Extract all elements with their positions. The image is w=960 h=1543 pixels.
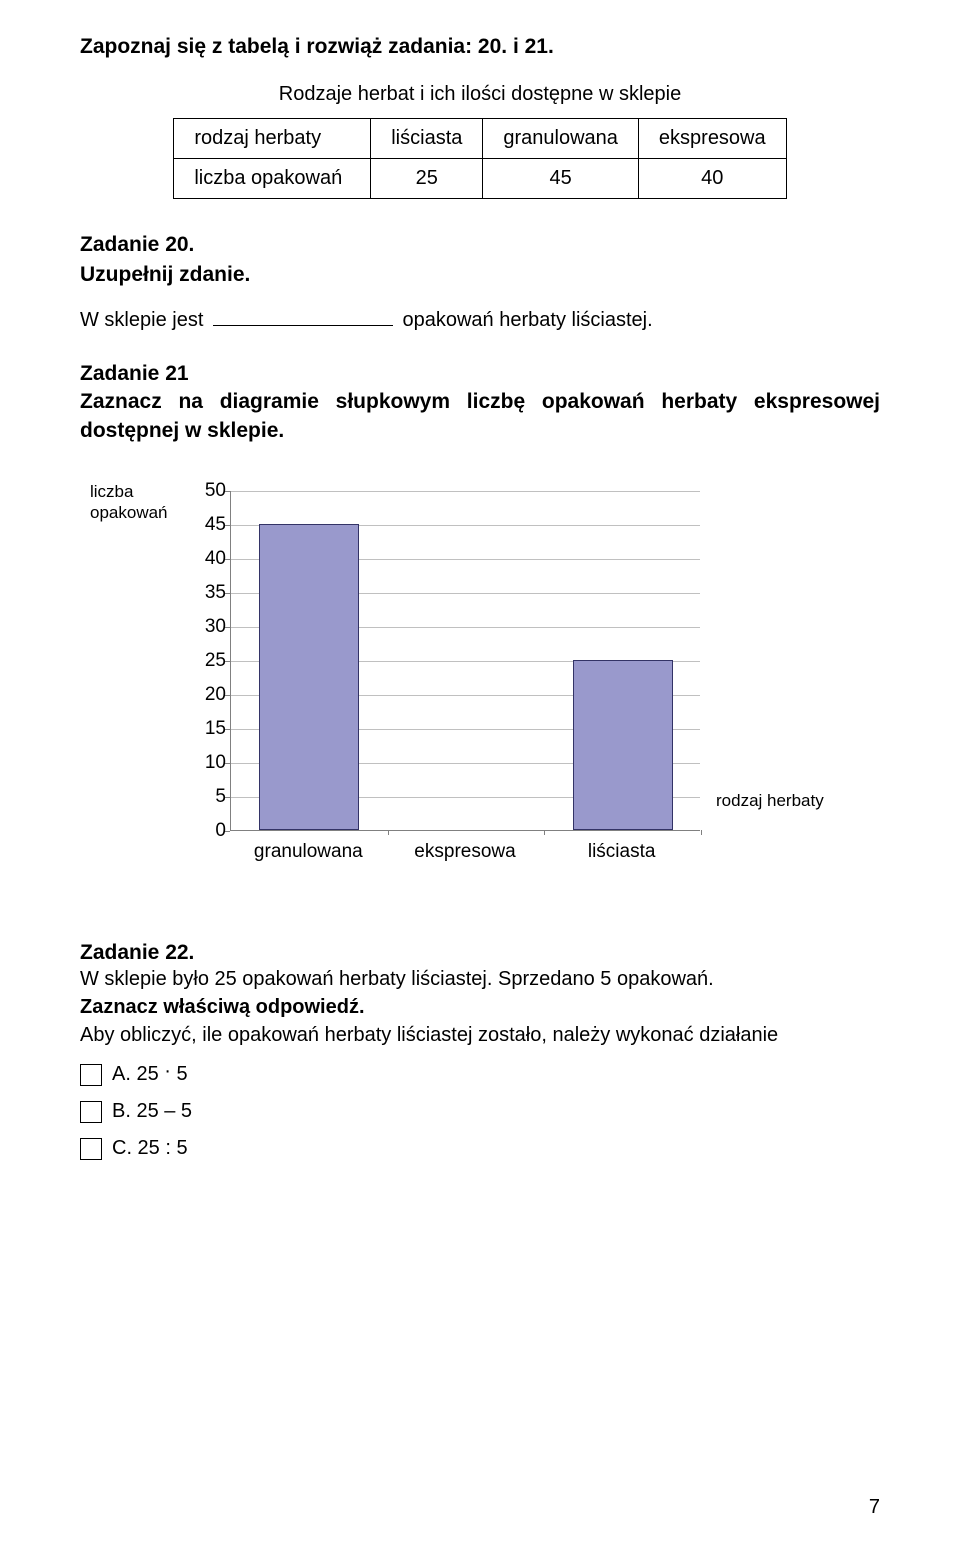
table-cell: liściasta <box>371 119 483 159</box>
table-cell: 45 <box>483 159 639 199</box>
opt-a-op: · <box>164 1060 171 1082</box>
y-tick-label: 50 <box>192 480 226 502</box>
table-cell: 40 <box>638 159 786 199</box>
checkbox-icon[interactable] <box>80 1064 102 1086</box>
task20-sub: Uzupełnij zdanie. <box>80 263 880 287</box>
row-label: liczba opakowań <box>174 159 371 199</box>
x-category-label: liściasta <box>588 841 656 863</box>
task22-line2: Zaznacz właściwą odpowiedź. <box>80 993 880 1021</box>
chart-plot-area <box>230 491 700 831</box>
y-tick-label: 10 <box>192 752 226 774</box>
gridline <box>231 491 700 492</box>
tea-table: rodzaj herbaty liściasta granulowana eks… <box>173 118 786 199</box>
checkbox-icon[interactable] <box>80 1138 102 1160</box>
opt-a-post: 5 <box>171 1063 188 1085</box>
y-tick-mark <box>225 525 230 526</box>
task22-block: Zadanie 22. W sklepie było 25 opakowań h… <box>80 941 880 1160</box>
y-tick-label: 45 <box>192 514 226 536</box>
y-tick-mark <box>225 831 230 832</box>
y-tick-mark <box>225 763 230 764</box>
y-tick-label: 5 <box>192 786 226 808</box>
answer-option-a[interactable]: A. 25 · 5 <box>80 1063 880 1086</box>
task22-line3: Aby obliczyć, ile opakowań herbaty liści… <box>80 1021 880 1049</box>
y-tick-label: 30 <box>192 616 226 638</box>
sentence-after: opakowań herbaty liściastej. <box>403 309 653 331</box>
page-number: 7 <box>869 1496 880 1519</box>
option-label: C. 25 : 5 <box>112 1137 188 1160</box>
table-subtitle: Rodzaje herbat i ich ilości dostępne w s… <box>80 83 880 106</box>
x-tick-mark <box>388 830 389 835</box>
y-tick-mark <box>225 695 230 696</box>
y-tick-label: 25 <box>192 650 226 672</box>
chart-bar <box>259 524 359 830</box>
y-tick-mark <box>225 797 230 798</box>
y-title-l1: liczba <box>90 482 133 501</box>
y-tick-mark <box>225 627 230 628</box>
x-category-label: granulowana <box>254 841 363 863</box>
x-category-label: ekspresowa <box>414 841 515 863</box>
answer-option-b[interactable]: B. 25 – 5 <box>80 1100 880 1123</box>
opt-a-pre: A. 25 <box>112 1063 164 1085</box>
y-tick-mark <box>225 593 230 594</box>
x-axis-title: rodzaj herbaty <box>716 791 824 811</box>
task22-header: Zadanie 22. <box>80 941 880 965</box>
y-tick-label: 0 <box>192 820 226 842</box>
chart-bar <box>573 660 673 830</box>
answer-option-c[interactable]: C. 25 : 5 <box>80 1137 880 1160</box>
x-tick-mark <box>544 830 545 835</box>
fill-blank[interactable] <box>213 325 393 326</box>
y-tick-mark <box>225 559 230 560</box>
y-tick-label: 15 <box>192 718 226 740</box>
sentence-before: W sklepie jest <box>80 309 203 331</box>
option-label: A. 25 · 5 <box>112 1063 188 1086</box>
task20-sentence: W sklepie jest opakowań herbaty liściast… <box>80 309 880 332</box>
y-tick-mark <box>225 729 230 730</box>
y-tick-mark <box>225 661 230 662</box>
row-label: rodzaj herbaty <box>174 119 371 159</box>
y-tick-label: 35 <box>192 582 226 604</box>
table-row: rodzaj herbaty liściasta granulowana eks… <box>174 119 786 159</box>
task20-header: Zadanie 20. <box>80 233 880 257</box>
y-axis-title: liczba opakowań <box>90 481 168 524</box>
task21-header: Zadanie 21 <box>80 362 189 385</box>
y-title-l2: opakowań <box>90 503 168 522</box>
bar-chart[interactable]: liczba opakowań rodzaj herbaty 504540353… <box>120 481 880 901</box>
intro-text: Zapoznaj się z tabelą i rozwiąż zadania:… <box>80 35 880 59</box>
table-row: liczba opakowań 25 45 40 <box>174 159 786 199</box>
x-tick-mark <box>701 830 702 835</box>
y-tick-label: 40 <box>192 548 226 570</box>
task21-block: Zadanie 21 Zaznacz na diagramie słupkowy… <box>80 360 880 445</box>
table-cell: 25 <box>371 159 483 199</box>
task22-line1: W sklepie było 25 opakowań herbaty liści… <box>80 965 880 993</box>
y-tick-mark <box>225 491 230 492</box>
table-cell: ekspresowa <box>638 119 786 159</box>
y-tick-label: 20 <box>192 684 226 706</box>
option-label: B. 25 – 5 <box>112 1100 192 1123</box>
task21-body: Zaznacz na diagramie słupkowym liczbę op… <box>80 390 880 441</box>
table-cell: granulowana <box>483 119 639 159</box>
checkbox-icon[interactable] <box>80 1101 102 1123</box>
